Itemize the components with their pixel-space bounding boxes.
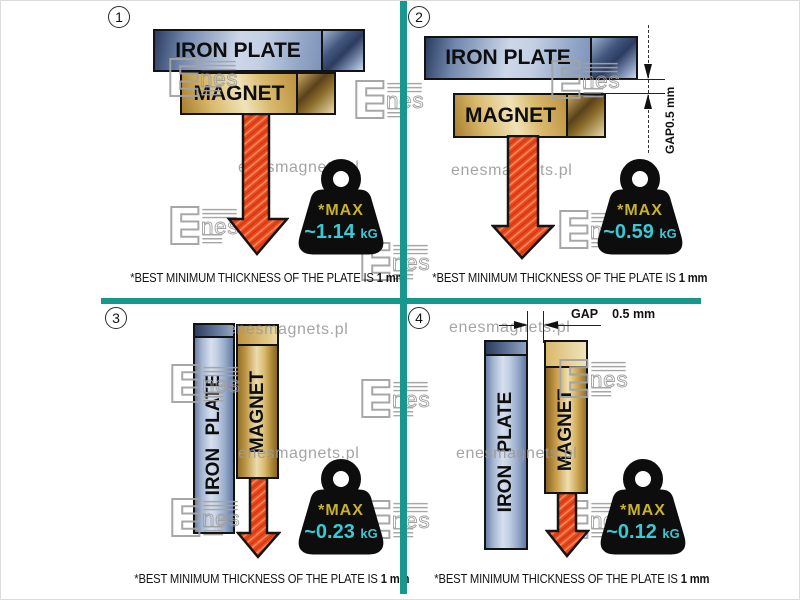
enes-logo-watermark bbox=[557, 358, 631, 399]
magnet-top-face bbox=[238, 326, 277, 346]
kg-unit: kG bbox=[360, 526, 378, 541]
enes-logo-watermark bbox=[359, 378, 433, 419]
panel-caption: *BEST MINIMUM THICKNESS OF THE PLATE IS … bbox=[130, 271, 406, 285]
dimension-arrow-up bbox=[644, 94, 652, 109]
enes-logo-watermark bbox=[169, 497, 243, 538]
iron-plate-label: IRON PLATE bbox=[175, 38, 301, 62]
kg-unit: kG bbox=[662, 526, 680, 541]
panel-number-badge: 2 bbox=[408, 6, 430, 28]
extension-line bbox=[611, 79, 665, 80]
magnet-side-face bbox=[296, 74, 334, 113]
weight-icon: *MAX ~1.14 kG bbox=[295, 159, 387, 259]
magnet-label: MAGNET bbox=[246, 370, 268, 453]
magnet-label: MAGNET bbox=[465, 103, 556, 127]
site-watermark: enesmagnets.pl bbox=[227, 321, 349, 338]
gap-label: GAP0.5 mm bbox=[663, 86, 677, 154]
max-force-value: ~0.59 kG bbox=[603, 221, 677, 243]
max-label: *MAX bbox=[318, 502, 364, 519]
magnet: MAGNET bbox=[236, 324, 279, 479]
max-label: *MAX bbox=[318, 202, 364, 219]
enes-logo-watermark bbox=[167, 57, 241, 98]
vertical-divider bbox=[400, 1, 407, 594]
iron-plate-side-face bbox=[321, 31, 363, 70]
panel-caption: *BEST MINIMUM THICKNESS OF THE PLATE IS … bbox=[434, 572, 710, 586]
panel-caption: *BEST MINIMUM THICKNESS OF THE PLATE IS … bbox=[432, 271, 708, 285]
magnet: MAGNET bbox=[544, 340, 588, 494]
panel-number-badge: 1 bbox=[108, 6, 130, 28]
dimension-arrow-left bbox=[544, 321, 558, 329]
panel-number-badge: 4 bbox=[408, 307, 430, 329]
iron-plate-label: IRON PLATE bbox=[445, 46, 571, 69]
weight-icon: *MAX ~0.23 kG bbox=[295, 459, 387, 559]
enes-logo-watermark bbox=[353, 79, 427, 120]
site-watermark: enesmagnets.pl bbox=[456, 445, 578, 462]
pull-force-arrow bbox=[545, 492, 590, 558]
pull-force-arrow bbox=[491, 135, 555, 260]
pull-force-arrow bbox=[226, 113, 289, 256]
iron-plate: IRON PLATE bbox=[153, 29, 365, 72]
magnet-top-face bbox=[546, 342, 586, 368]
dimension-line bbox=[648, 25, 649, 153]
panel-caption: *BEST MINIMUM THICKNESS OF THE PLATE IS … bbox=[134, 572, 410, 586]
iron-plate-top-face bbox=[195, 325, 233, 338]
kg-unit: kG bbox=[360, 226, 378, 241]
extension-line bbox=[601, 93, 665, 94]
weight-icon: *MAX ~0.59 kG bbox=[594, 159, 686, 259]
iron-plate-top-face bbox=[486, 342, 526, 356]
horizontal-divider bbox=[101, 298, 701, 304]
kg-unit: kG bbox=[659, 226, 677, 241]
max-label: *MAX bbox=[617, 202, 663, 219]
iron-plate: IRON PLATE bbox=[193, 323, 235, 534]
max-force-value: ~0.23 kG bbox=[304, 521, 378, 543]
dimension-arrow-down bbox=[644, 64, 652, 79]
dimension-line bbox=[499, 325, 517, 326]
max-force-value: ~1.14 kG bbox=[304, 221, 378, 243]
dimension-arrow-right bbox=[514, 321, 528, 329]
magnet-side-face bbox=[566, 95, 604, 136]
max-force-value: ~0.12 kG bbox=[606, 521, 680, 543]
extension-line bbox=[543, 311, 544, 343]
site-watermark: enesmagnets.pl bbox=[449, 319, 571, 336]
iron-plate: IRON PLATE bbox=[484, 340, 528, 550]
panel-number-badge: 3 bbox=[105, 307, 127, 329]
dimension-line bbox=[558, 325, 601, 326]
weight-icon: *MAX ~0.12 kG bbox=[597, 459, 689, 559]
pull-force-arrow bbox=[236, 477, 281, 559]
max-label: *MAX bbox=[620, 502, 666, 519]
enes-logo-watermark bbox=[169, 363, 243, 404]
magnet: MAGNET bbox=[453, 93, 606, 138]
site-watermark: enesmagnets.pl bbox=[238, 445, 360, 462]
